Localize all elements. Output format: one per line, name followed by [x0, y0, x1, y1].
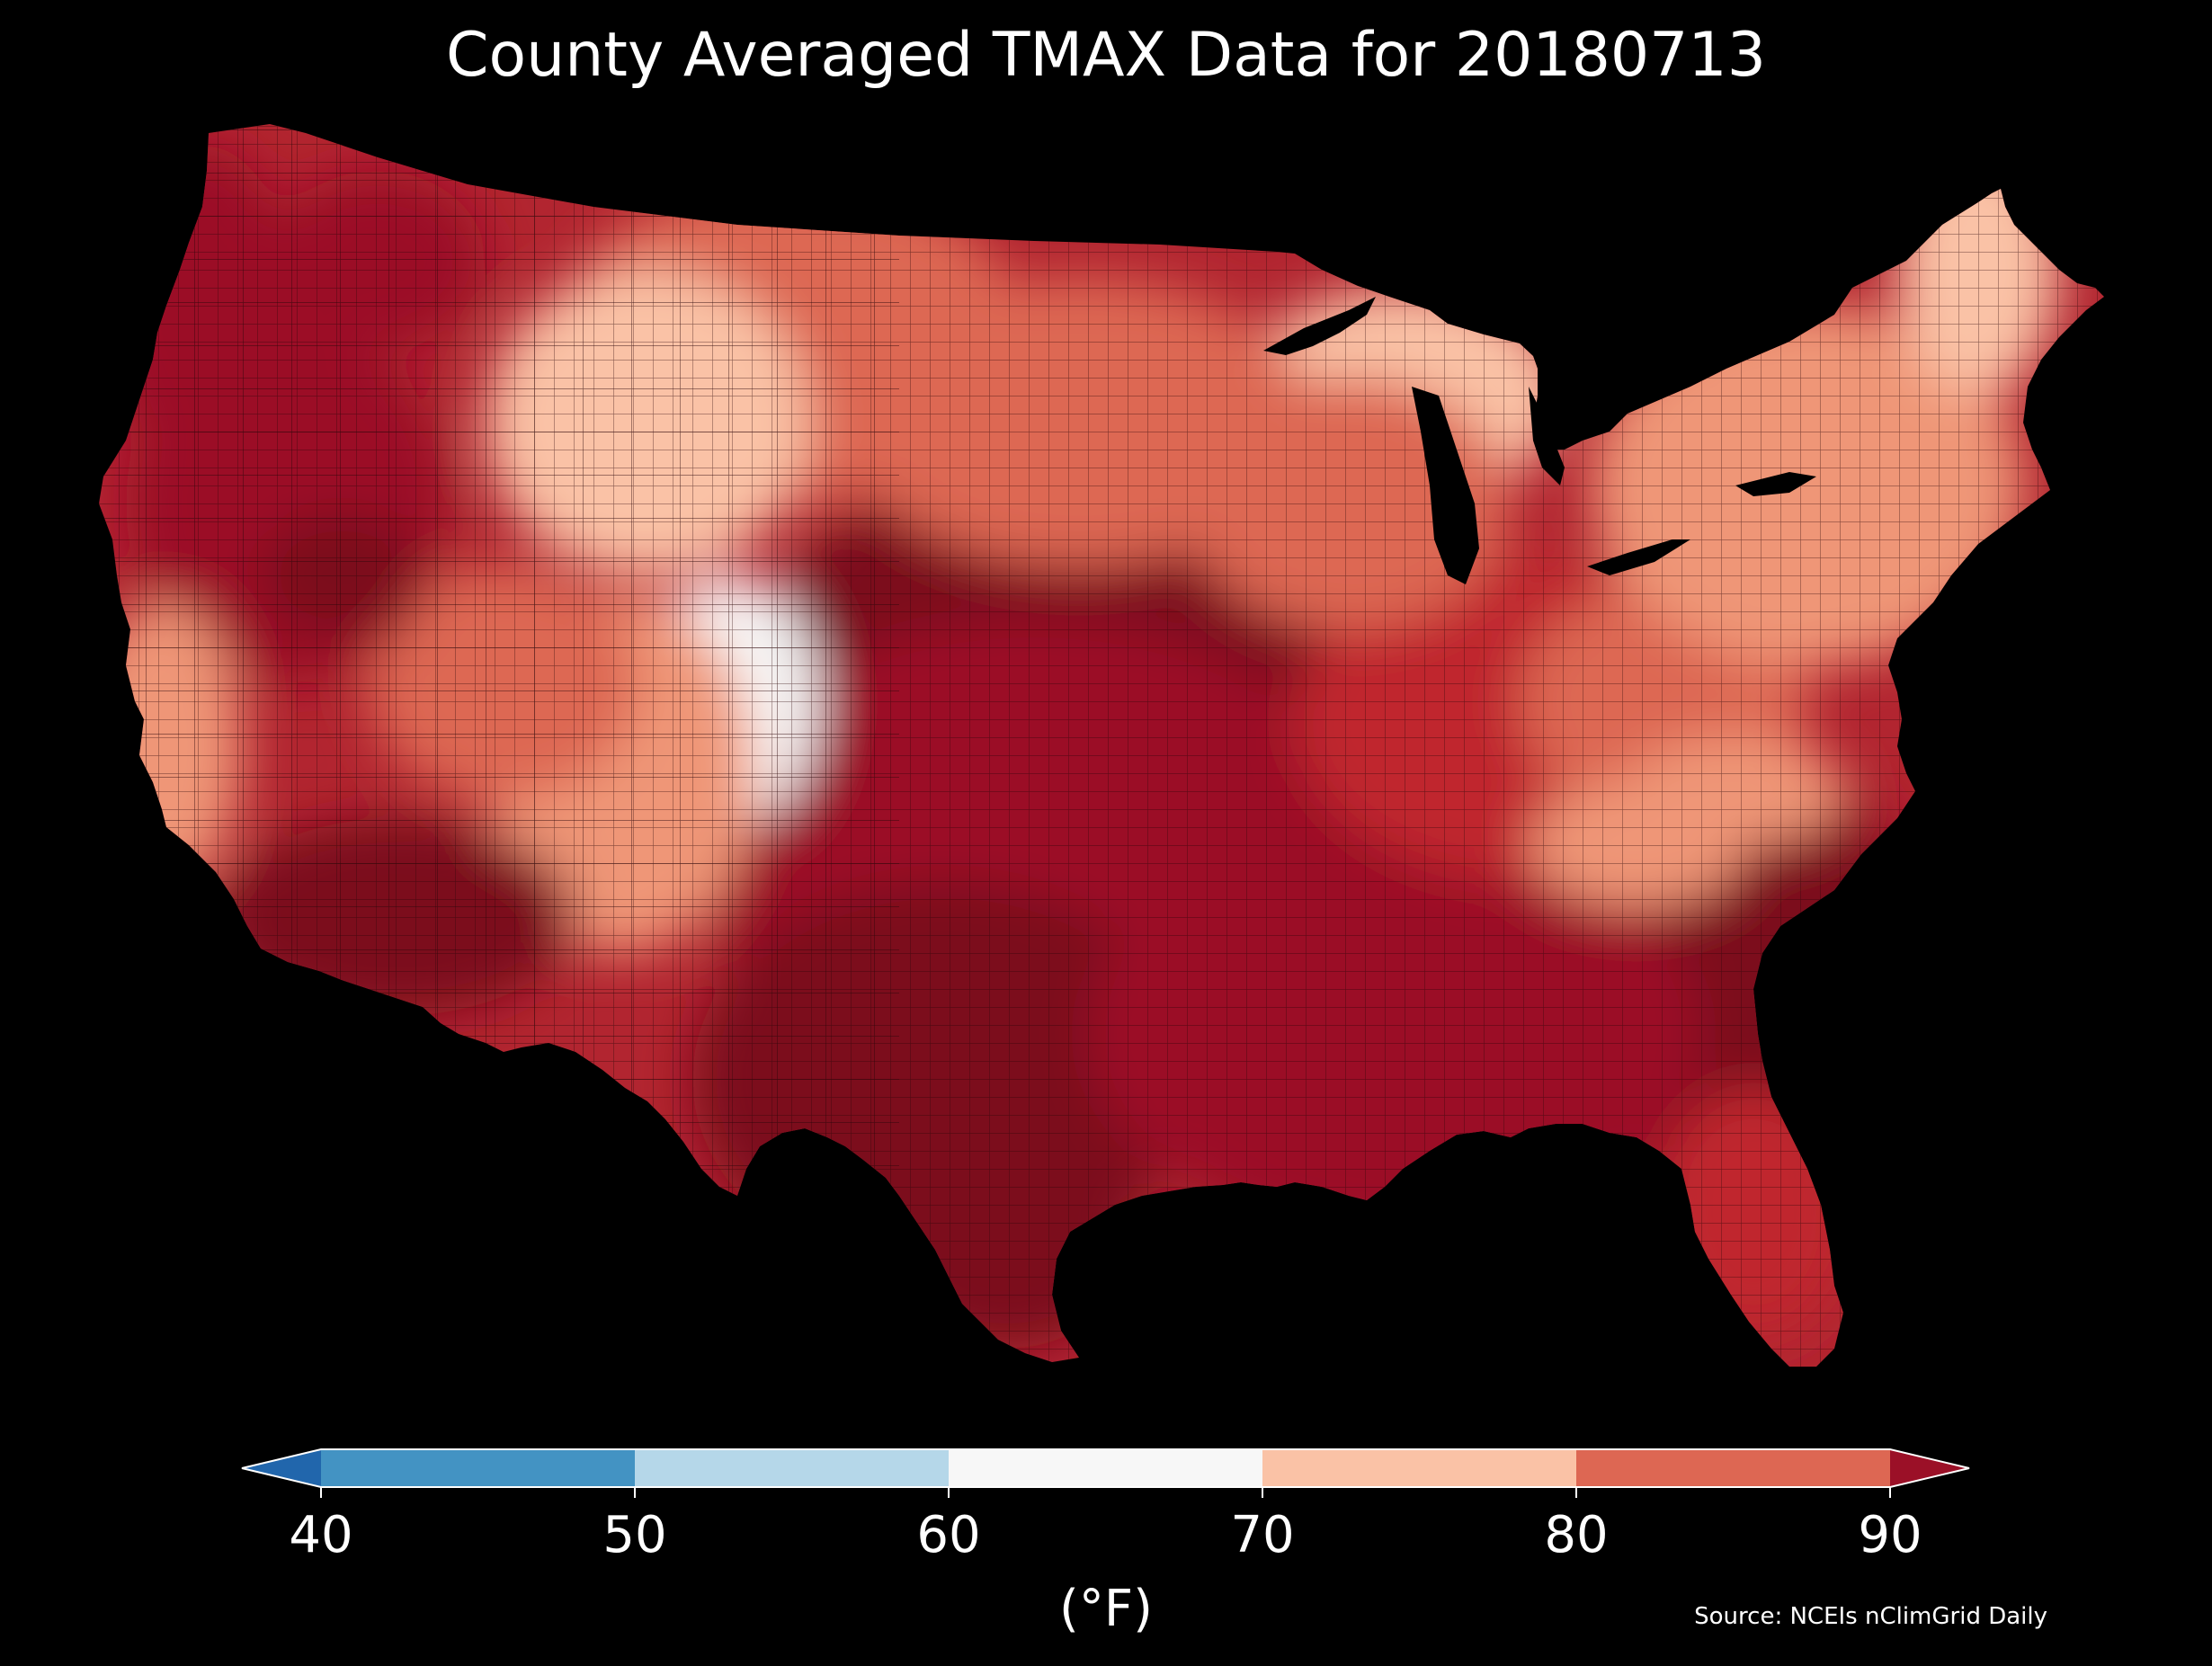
colorbar-tick-label-50: 50 [602, 1506, 666, 1564]
source-note: Source: NCEIs nClimGrid Daily [1694, 1603, 2047, 1630]
colorbar-tick-label-90: 90 [1858, 1506, 1922, 1564]
county-borders-west [99, 124, 899, 1367]
colorbar-tick-label-40: 40 [289, 1506, 352, 1564]
colorbar-extend-low [242, 1449, 321, 1487]
colorbar-unit-label: (°F) [1059, 1580, 1153, 1638]
colorbar-segment-70-80 [1262, 1449, 1577, 1487]
colorbar-tick-label-70: 70 [1230, 1506, 1294, 1564]
colorbar: 40 50 60 70 80 90 [241, 1448, 1970, 1564]
lake-erie [1587, 539, 1690, 575]
lake-ontario [1735, 472, 1816, 496]
lake-huron [1529, 387, 1565, 486]
colorbar-segment-50-60 [635, 1449, 950, 1487]
colorbar-segment-40-50 [321, 1449, 636, 1487]
map-title: County Averaged TMAX Data for 20180713 [446, 20, 1766, 91]
colorbar-segment-60-70 [949, 1449, 1263, 1487]
lake-michigan [1412, 387, 1479, 584]
colorbar-segment-80-90 [1576, 1449, 1891, 1487]
colorbar-extend-high [1890, 1449, 1969, 1487]
great-lakes [1263, 297, 1816, 584]
colorbar-tick-label-60: 60 [916, 1506, 980, 1564]
colorbar-tick-label-80: 80 [1544, 1506, 1608, 1564]
lake-superior [1263, 297, 1376, 355]
